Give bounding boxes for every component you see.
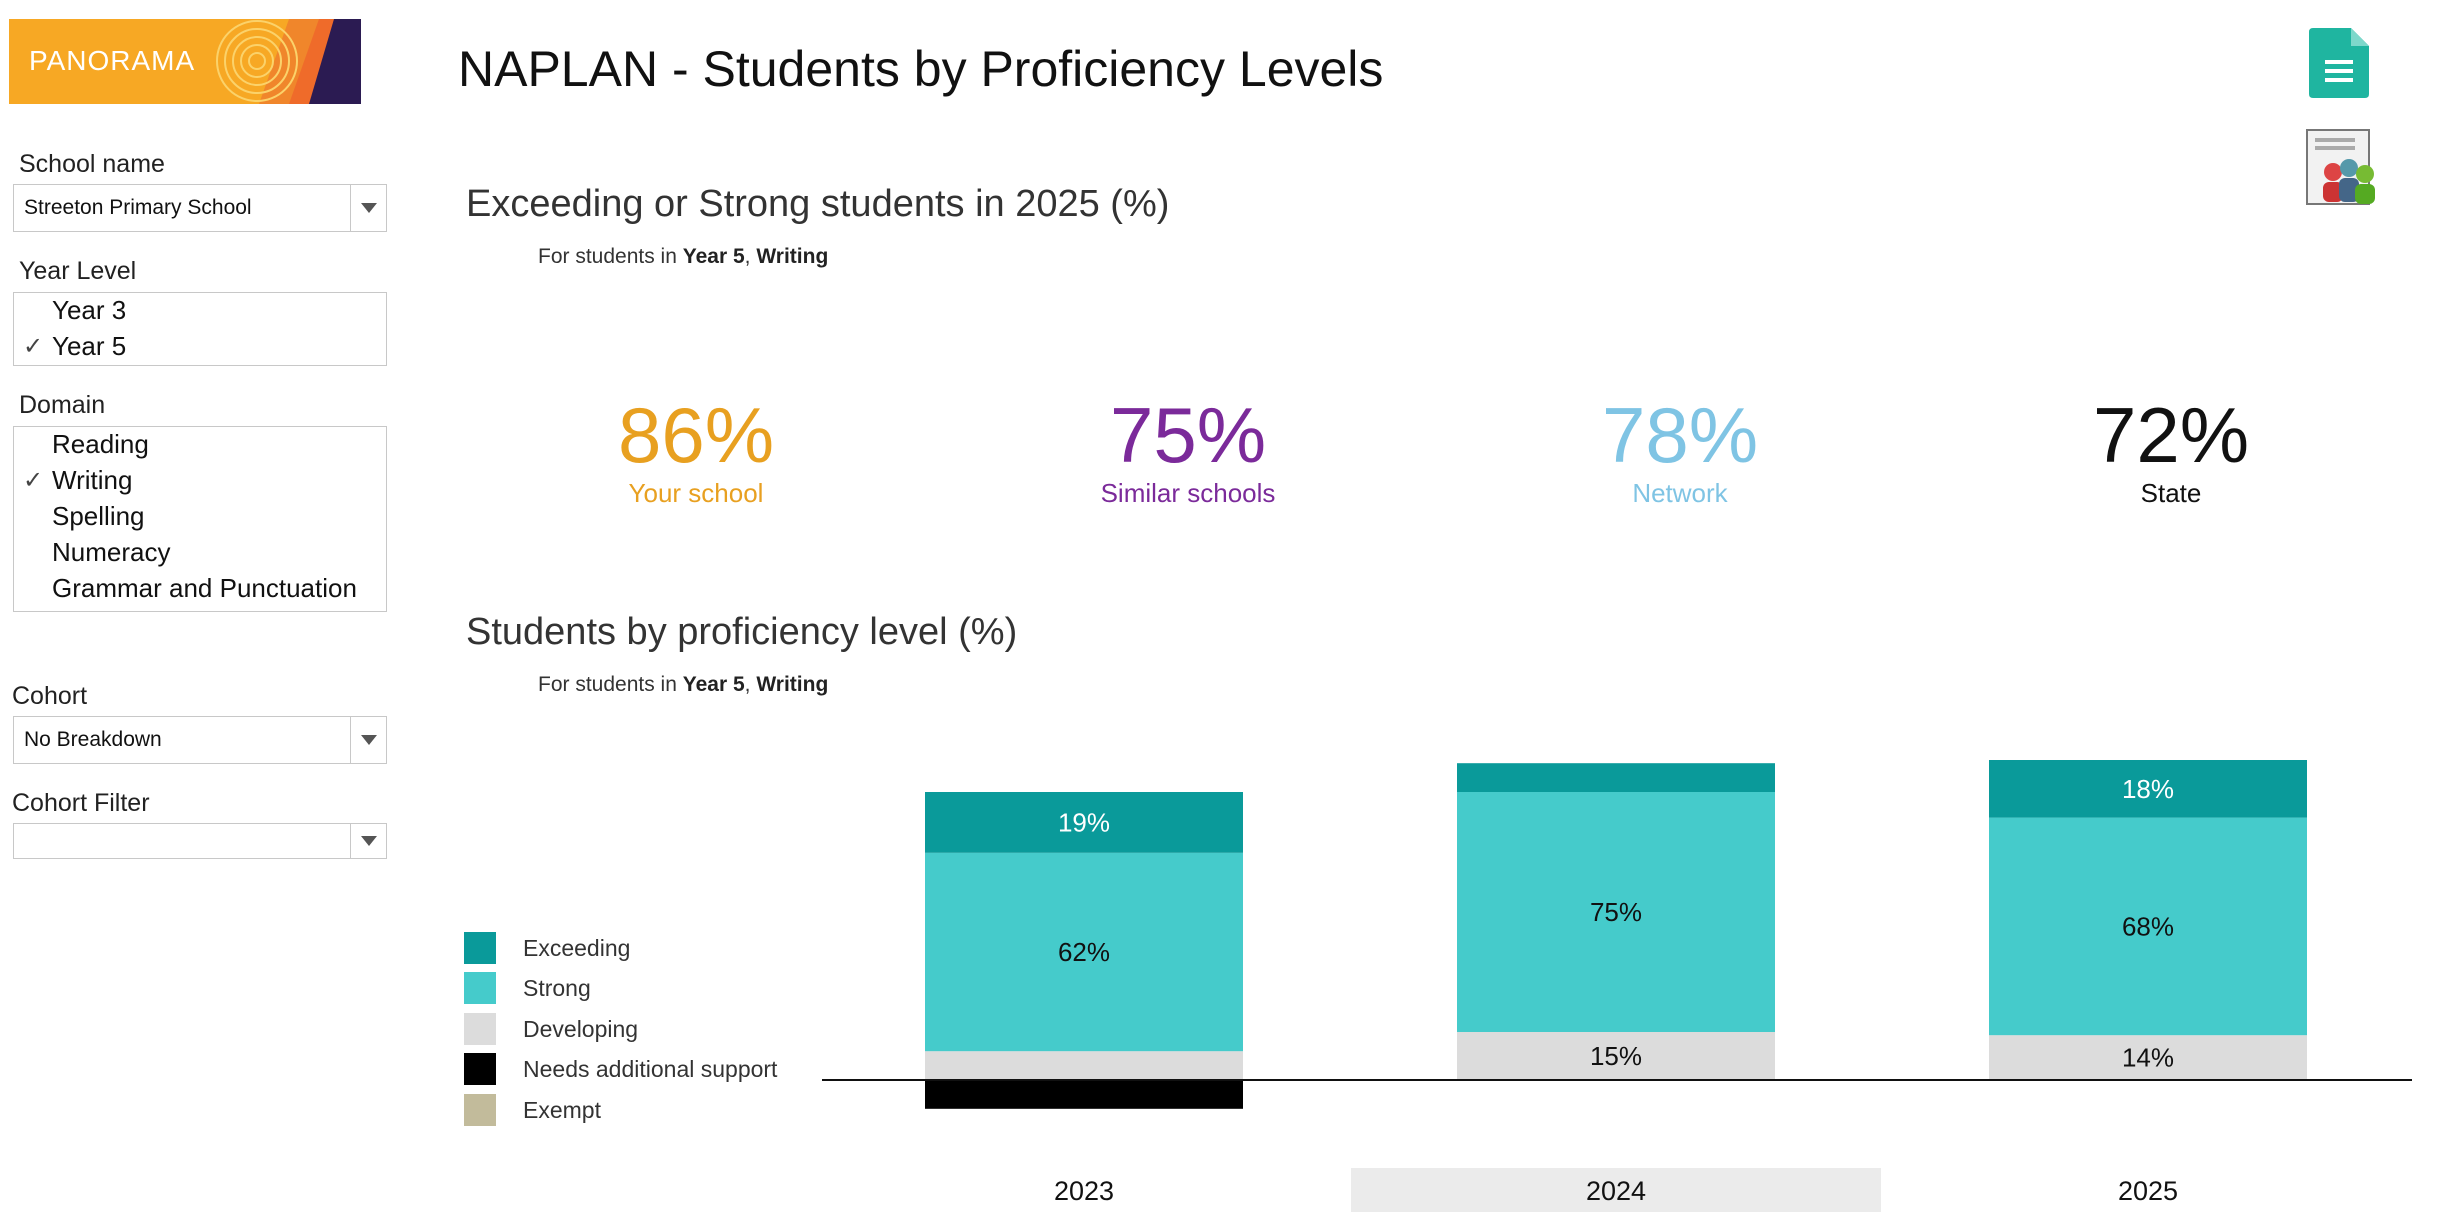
- school-name-label: School name: [19, 150, 165, 178]
- page-title: NAPLAN - Students by Proficiency Levels: [458, 41, 1384, 97]
- category-label: 2023: [1054, 1176, 1114, 1206]
- chart-legend: Exceeding Strong Developing Needs additi…: [464, 932, 824, 1132]
- kpi-value: 72%: [2092, 391, 2250, 479]
- cohort-dropdown[interactable]: No Breakdown: [13, 716, 387, 764]
- year-level-list[interactable]: Year 3 ✓ Year 5: [13, 292, 387, 366]
- legend-label: Needs additional support: [523, 1056, 778, 1082]
- bar-data-label: 19%: [1058, 807, 1110, 837]
- domain-label: Domain: [19, 391, 106, 419]
- list-item-numeracy[interactable]: Numeracy: [52, 537, 171, 567]
- bar-developing: [925, 1051, 1243, 1080]
- chevron-down-icon[interactable]: [350, 185, 386, 231]
- legend-swatch-developing: [464, 1013, 496, 1045]
- list-item-writing[interactable]: ✓ Writing: [23, 465, 133, 495]
- bar-developing: [1989, 1035, 2307, 1080]
- bar-strong: [1989, 817, 2307, 1036]
- kpi-state: 72% State: [1971, 396, 2371, 509]
- chart-section-title: Students by proficiency level (%): [466, 611, 1018, 653]
- cohort-label: Cohort: [12, 682, 88, 710]
- year-level-label: Year Level: [19, 257, 137, 285]
- users-report-icon[interactable]: [2303, 128, 2383, 208]
- school-name-value: Streeton Primary School: [24, 196, 252, 219]
- kpi-label: Your school: [628, 478, 764, 508]
- logo-graphic: [216, 19, 361, 104]
- legend-label: Strong: [523, 975, 591, 1001]
- bar-data-label: 68%: [2122, 911, 2174, 941]
- category-label: 2024: [1586, 1176, 1646, 1206]
- panorama-logo: PANORAMA: [9, 19, 361, 104]
- list-item-grammar-punctuation[interactable]: Grammar and Punctuation: [52, 573, 357, 603]
- list-item-spelling[interactable]: Spelling: [52, 501, 145, 531]
- bar-developing: [1457, 1032, 1775, 1080]
- list-item-year-3[interactable]: Year 3: [52, 295, 127, 325]
- document-icon[interactable]: [2309, 28, 2371, 98]
- chart-section-subtitle: For students in Year 5, Writing: [538, 673, 829, 696]
- cohort-value: No Breakdown: [24, 728, 162, 751]
- category-highlight: [1351, 1168, 1881, 1212]
- kpi-label: Similar schools: [1100, 478, 1276, 508]
- school-name-dropdown[interactable]: Streeton Primary School: [13, 184, 387, 232]
- legend-swatch-exceeding: [464, 932, 496, 964]
- chevron-down-icon[interactable]: [350, 824, 386, 858]
- kpi-section-subtitle: For students in Year 5, Writing: [538, 245, 829, 268]
- legend-label: Exempt: [523, 1097, 601, 1123]
- bar-strong: [1457, 792, 1775, 1032]
- list-item-year-5[interactable]: ✓ Year 5: [23, 331, 127, 361]
- logo-text: PANORAMA: [29, 45, 196, 76]
- cohort-filter-label: Cohort Filter: [12, 789, 150, 817]
- bar-exceeding: [1989, 760, 2307, 818]
- kpi-label: Network: [1632, 478, 1728, 508]
- bar-data-label: 18%: [2122, 774, 2174, 804]
- kpi-value: 78%: [1601, 391, 1759, 479]
- domain-list[interactable]: Reading ✓ Writing Spelling Numeracy Gram…: [13, 426, 387, 612]
- category-label: 2025: [2118, 1176, 2178, 1206]
- bar-exceeding: [925, 792, 1243, 853]
- legend-swatch-strong: [464, 972, 496, 1004]
- kpi-section-title: Exceeding or Strong students in 2025 (%): [466, 183, 1170, 225]
- kpi-similar-schools: 75% Similar schools: [988, 396, 1388, 509]
- bar-data-label: 75%: [1590, 897, 1642, 927]
- bar-exceeding: [1457, 763, 1775, 792]
- legend-swatch-needs-support: [464, 1053, 496, 1085]
- kpi-value: 75%: [1109, 391, 1267, 479]
- bar-data-label: 14%: [2122, 1043, 2174, 1073]
- legend-swatch-exempt: [464, 1094, 496, 1126]
- kpi-value: 86%: [617, 391, 775, 479]
- bar-data-label: 15%: [1590, 1041, 1642, 1071]
- check-icon: ✓: [23, 333, 44, 360]
- bar-strong: [925, 852, 1243, 1052]
- cohort-filter-dropdown[interactable]: [13, 823, 387, 859]
- kpi-network: 78% Network: [1480, 396, 1880, 509]
- bar-data-label: 62%: [1058, 937, 1110, 967]
- legend-label: Developing: [523, 1016, 639, 1042]
- kpi-label: State: [2140, 478, 2202, 508]
- legend-label: Exceeding: [523, 935, 631, 961]
- chevron-down-icon[interactable]: [350, 717, 386, 763]
- bar-needs-additional-support: [925, 1080, 1243, 1109]
- check-icon: ✓: [23, 467, 44, 494]
- kpi-your-school: 86% Your school: [496, 396, 896, 509]
- list-item-reading[interactable]: Reading: [52, 429, 149, 459]
